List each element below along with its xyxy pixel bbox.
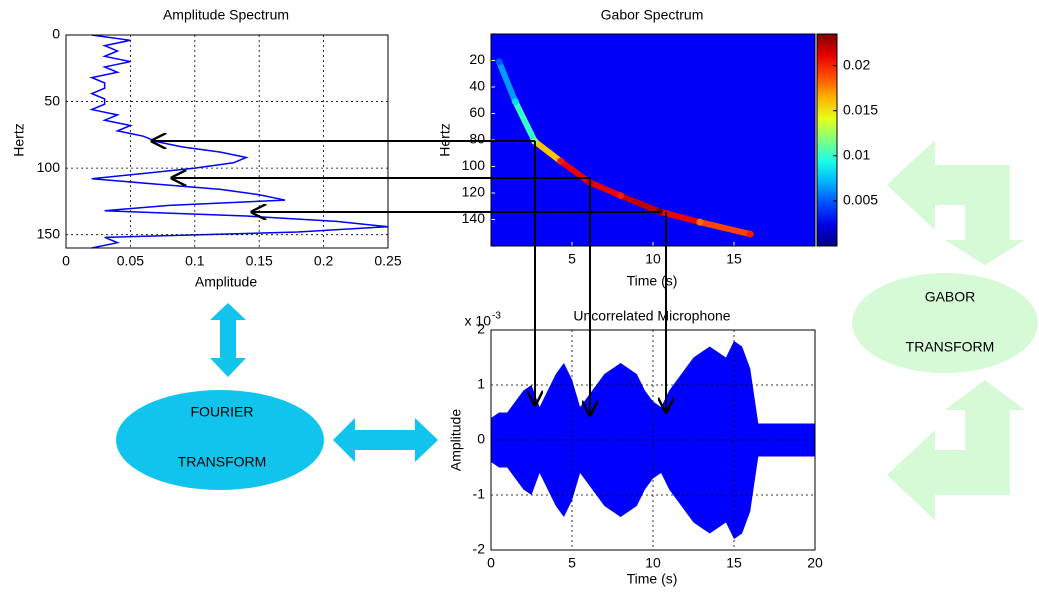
y-multiplier: x 10 bbox=[465, 313, 492, 329]
ridge-segment bbox=[617, 192, 663, 215]
x-axis-label: Time (s) bbox=[627, 273, 678, 289]
x-axis-label: Time (s) bbox=[627, 571, 678, 587]
x-tick-label: 0.05 bbox=[117, 253, 144, 269]
x-tick-label: 5 bbox=[568, 251, 576, 267]
signal-envelope-lower bbox=[491, 440, 815, 539]
colorbar-tick-label: 0.02 bbox=[843, 56, 870, 72]
ridge-cell bbox=[696, 218, 704, 226]
ridge-segment bbox=[496, 58, 519, 105]
colorbar bbox=[816, 33, 838, 247]
x-tick-label: 20 bbox=[807, 555, 823, 571]
plot-frame bbox=[490, 329, 816, 551]
gabor-arrow-bottom bbox=[887, 380, 1025, 520]
x-tick-label: 15 bbox=[726, 251, 742, 267]
y-tick-label: 140 bbox=[462, 210, 486, 226]
x-tick-label: 0 bbox=[487, 555, 495, 571]
y-tick-label: 20 bbox=[469, 51, 485, 67]
x-axis-label: Amplitude bbox=[195, 274, 257, 290]
x-tick-label: 0.1 bbox=[185, 253, 205, 269]
chart-title: Amplitude Spectrum bbox=[163, 7, 289, 23]
x-tick-label: 5 bbox=[568, 555, 576, 571]
y-tick-label: 2 bbox=[477, 321, 485, 337]
colorbar-tick-label: 0.01 bbox=[843, 146, 870, 162]
x-tick-label: 10 bbox=[645, 555, 661, 571]
x-tick-label: 10 bbox=[645, 251, 661, 267]
fourier-ellipse bbox=[116, 390, 324, 490]
x-tick-label: 0.15 bbox=[246, 253, 273, 269]
fourier-label: TRANSFORM bbox=[178, 454, 267, 470]
y-tick-label: 0 bbox=[52, 26, 60, 42]
ridge-cell bbox=[746, 230, 754, 238]
colorbar-tick-label: 0.015 bbox=[843, 101, 878, 117]
y-tick-label: 100 bbox=[462, 157, 486, 173]
chart-title: Gabor Spectrum bbox=[601, 7, 704, 23]
gabor-ellipse bbox=[852, 273, 1038, 373]
y-multiplier-exponent: -3 bbox=[492, 311, 501, 322]
chart-title: Uncorrelated Microphone bbox=[573, 308, 730, 324]
fourier-label: FOURIER bbox=[191, 404, 254, 420]
ridge-cell bbox=[511, 98, 519, 106]
y-tick-label: 0 bbox=[477, 431, 485, 447]
ridge-cell bbox=[495, 58, 503, 66]
ridge-segment bbox=[696, 219, 754, 238]
y-tick-label: 100 bbox=[37, 159, 61, 175]
double-arrow-horizontal bbox=[333, 418, 438, 462]
ridge-cell bbox=[617, 192, 625, 200]
y-tick-label: 50 bbox=[44, 92, 60, 108]
y-tick-label: 80 bbox=[469, 131, 485, 147]
x-tick-label: 0 bbox=[62, 253, 70, 269]
colorbar-tick-label: 0.005 bbox=[843, 192, 878, 208]
ridge-segment bbox=[512, 98, 538, 145]
ridge-segment bbox=[586, 179, 624, 199]
ridge-segment bbox=[531, 138, 564, 165]
y-tick-label: 40 bbox=[469, 78, 485, 94]
y-tick-label: 1 bbox=[477, 376, 485, 392]
gabor-label: TRANSFORM bbox=[906, 339, 995, 355]
y-axis-label: Amplitude bbox=[448, 409, 464, 471]
y-tick-label: 120 bbox=[462, 184, 486, 200]
double-arrow-vertical bbox=[210, 303, 246, 377]
gabor-label: GABOR bbox=[925, 289, 976, 305]
y-tick-label: 150 bbox=[37, 225, 61, 241]
x-tick-label: 0.2 bbox=[314, 253, 334, 269]
x-tick-label: 15 bbox=[726, 555, 742, 571]
heatmap-background bbox=[491, 34, 815, 246]
y-axis-label: Hertz bbox=[11, 123, 27, 156]
y-tick-label: 60 bbox=[469, 104, 485, 120]
y-tick-label: -2 bbox=[473, 541, 486, 557]
y-tick-label: -1 bbox=[473, 486, 486, 502]
x-tick-label: 0.25 bbox=[374, 253, 401, 269]
gabor-arrow-top bbox=[887, 140, 1025, 265]
ridge-cell bbox=[557, 157, 565, 165]
